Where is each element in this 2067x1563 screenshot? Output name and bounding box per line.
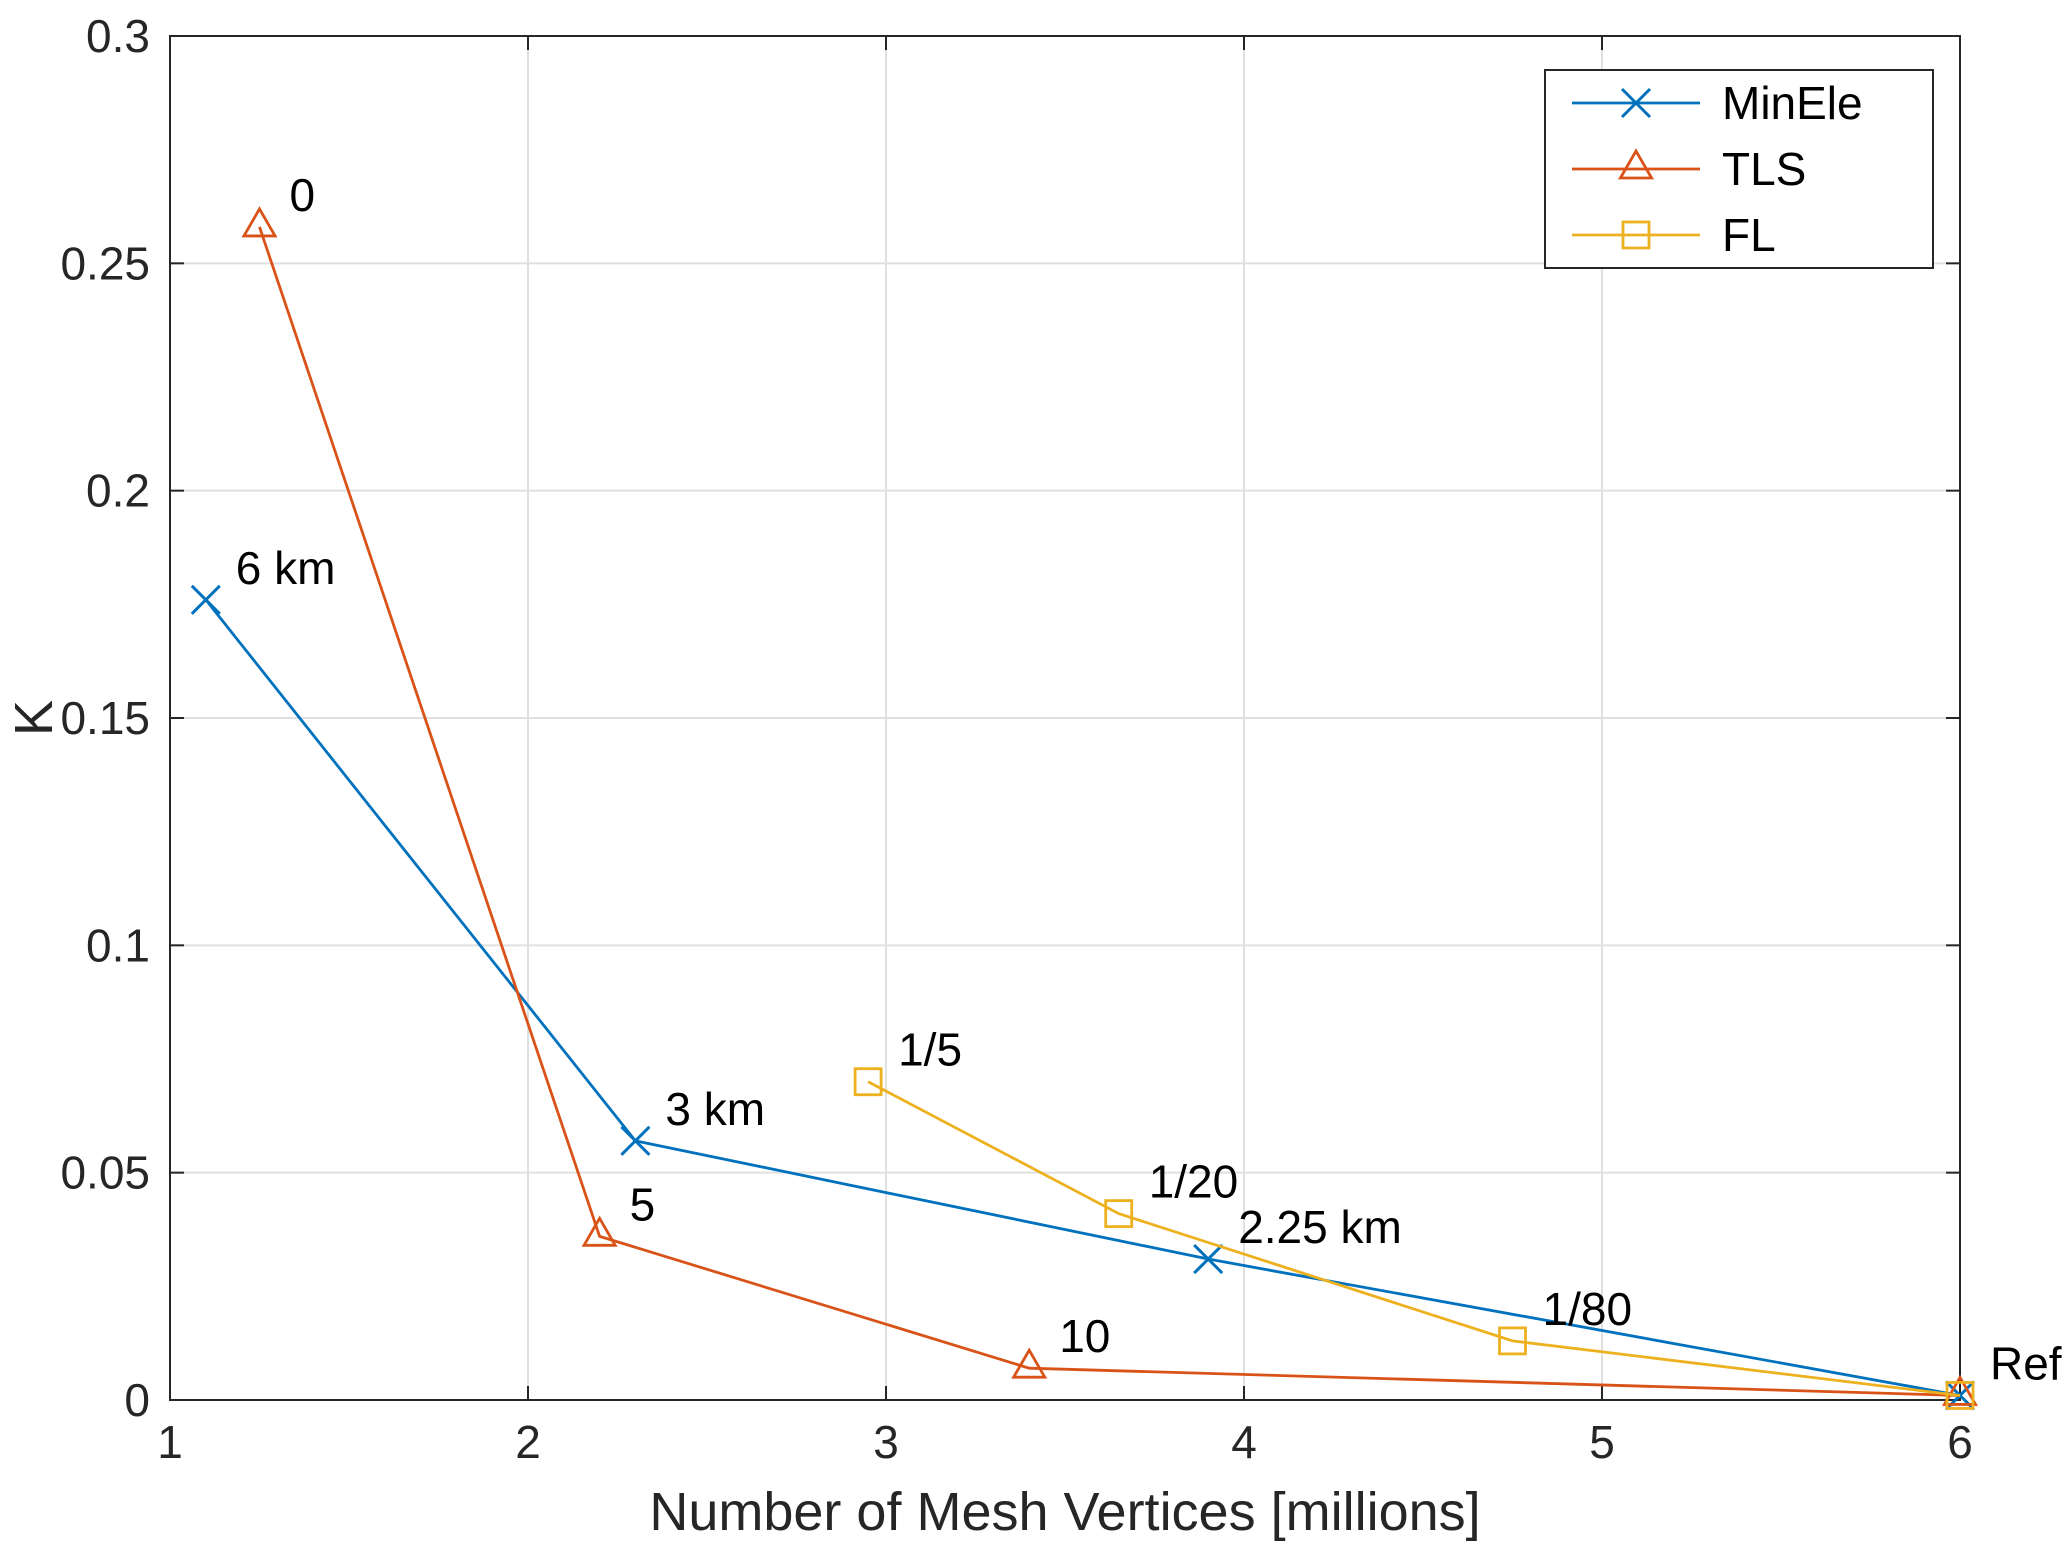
x-axis-label: Number of Mesh Vertices [millions] bbox=[649, 1482, 1480, 1542]
point-label: 6 km bbox=[236, 542, 336, 594]
point-label: 1/80 bbox=[1543, 1283, 1633, 1335]
legend: MinEle TLS FL bbox=[1544, 69, 1934, 269]
square-marker-icon bbox=[853, 1067, 883, 1097]
legend-label: FL bbox=[1722, 209, 1776, 261]
y-tick-label: 0 bbox=[124, 1374, 150, 1426]
triangle-marker-icon bbox=[1011, 1347, 1048, 1379]
series-TLS bbox=[241, 206, 1979, 1406]
triangle-marker-icon bbox=[1941, 1374, 1979, 1406]
point-label: 0 bbox=[290, 169, 316, 221]
series-line bbox=[867, 1080, 1961, 1397]
x-tick-label: 4 bbox=[1231, 1416, 1257, 1468]
square-marker-icon bbox=[1621, 220, 1651, 250]
y-tick-label: 0.25 bbox=[60, 237, 150, 289]
square-marker-icon bbox=[1945, 1381, 1975, 1410]
series-FL bbox=[853, 1067, 1975, 1410]
x-tick-label: 6 bbox=[1947, 1416, 1973, 1468]
series-line bbox=[258, 226, 1961, 1397]
y-tick-label: 0.2 bbox=[86, 465, 150, 517]
point-label: 5 bbox=[630, 1178, 656, 1230]
grid bbox=[169, 35, 1961, 1401]
x-marker-icon bbox=[190, 584, 221, 615]
triangle-marker-icon bbox=[581, 1215, 618, 1247]
legend-item-TLS: TLS bbox=[1572, 143, 1806, 195]
x-tick-label: 3 bbox=[873, 1416, 899, 1468]
triangle-marker-icon bbox=[241, 206, 278, 238]
legend-item-FL: FL bbox=[1572, 209, 1776, 261]
series-line bbox=[204, 598, 1961, 1397]
x-marker-icon bbox=[620, 1125, 651, 1156]
x-marker-icon bbox=[1620, 87, 1652, 119]
legend-label: MinEle bbox=[1722, 77, 1863, 129]
square-marker-icon bbox=[1104, 1199, 1134, 1228]
y-tick-label: 0.1 bbox=[86, 919, 150, 971]
point-label: 10 bbox=[1059, 1310, 1110, 1362]
point-annotations: 6 km 3 km 2.25 km Ref 0 5 10 1/5 1/20 1/80 bbox=[236, 169, 2062, 1389]
point-label: 3 km bbox=[665, 1083, 765, 1135]
point-label: Ref bbox=[1990, 1337, 2062, 1389]
axis-ticks bbox=[169, 35, 1961, 1401]
y-tick-label: 0.3 bbox=[86, 10, 150, 62]
y-tick-label: 0.15 bbox=[60, 692, 150, 744]
x-tick-label: 2 bbox=[515, 1416, 541, 1468]
point-label: 1/20 bbox=[1149, 1156, 1239, 1208]
triangle-marker-icon bbox=[1617, 148, 1655, 180]
legend-label: TLS bbox=[1722, 143, 1806, 195]
y-tick-label: 0.05 bbox=[60, 1147, 150, 1199]
square-marker-icon bbox=[1498, 1326, 1527, 1356]
series-MinEle bbox=[190, 584, 1976, 1411]
x-tick-label: 1 bbox=[157, 1416, 183, 1468]
point-label: 2.25 km bbox=[1238, 1201, 1402, 1253]
legend-item-MinEle: MinEle bbox=[1572, 77, 1863, 129]
x-tick-label: 5 bbox=[1589, 1416, 1615, 1468]
x-marker-icon bbox=[1193, 1243, 1224, 1275]
y-axis-label: K bbox=[4, 700, 64, 736]
point-label: 1/5 bbox=[898, 1024, 962, 1076]
